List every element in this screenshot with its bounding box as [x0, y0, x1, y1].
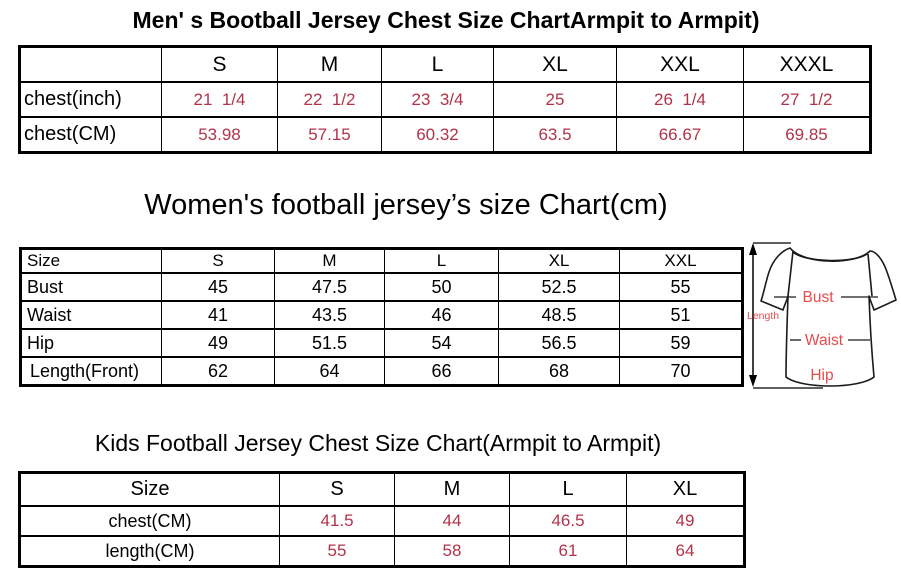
- value-cell: 51: [619, 300, 743, 330]
- value-cell: 23 3/4: [381, 81, 494, 118]
- kids-chart-title: Kids Football Jersey Chest Size Chart(Ar…: [94, 430, 662, 456]
- length-arrow: [749, 242, 823, 389]
- value-cell: 43.5: [274, 300, 385, 330]
- mens-chest-inch-row: chest(inch) 21 1/4 22 1/2 23 3/4 25 26 1…: [19, 81, 871, 118]
- womens-header-m: M: [274, 247, 385, 274]
- value-cell: 62: [161, 356, 275, 387]
- value-cell: 70: [619, 356, 743, 387]
- row-label: length(CM): [19, 535, 280, 568]
- kids-size-table: Size S M L XL chest(CM) 41.5 44 46.5 49 …: [18, 471, 746, 568]
- kids-header-m: M: [394, 471, 510, 507]
- value-cell: 47.5: [274, 272, 385, 302]
- row-label: chest(CM): [19, 505, 280, 537]
- mens-chart-title: Men' s Bootball Jersey Chest Size ChartA…: [132, 7, 760, 33]
- mens-chest-cm-row: chest(CM) 53.98 57.15 60.32 63.5 66.67 6…: [19, 116, 871, 154]
- value-cell: 64: [626, 535, 745, 568]
- bust-label: Bust: [802, 289, 834, 306]
- waist-label: Waist: [805, 332, 844, 349]
- value-cell: 51.5: [274, 328, 385, 358]
- value-cell: 46: [384, 300, 499, 330]
- womens-hip-row: Hip 49 51.5 54 56.5 59: [20, 328, 743, 358]
- value-cell: 52.5: [498, 272, 620, 302]
- row-label: Length(Front): [20, 356, 162, 387]
- value-cell: 69.85: [743, 116, 871, 154]
- value-cell: 55: [619, 272, 743, 302]
- mens-header-xxxl: XXXL: [743, 45, 871, 83]
- kids-header-l: L: [509, 471, 627, 507]
- mens-header-xl: XL: [493, 45, 617, 83]
- value-cell: 53.98: [161, 116, 278, 154]
- kids-header-row: Size S M L XL: [19, 471, 745, 507]
- womens-bust-row: Bust 45 47.5 50 52.5 55: [20, 272, 743, 302]
- value-cell: 68: [498, 356, 620, 387]
- value-cell: 54: [384, 328, 499, 358]
- value-cell: 56.5: [498, 328, 620, 358]
- mens-header-s: S: [161, 45, 278, 83]
- mens-header-empty: [19, 45, 162, 83]
- tshirt-measurement-diagram: Length Bust Waist Hip: [747, 242, 897, 389]
- value-cell: 41.5: [279, 505, 395, 537]
- value-cell: 27 1/2: [743, 81, 871, 118]
- value-cell: 44: [394, 505, 510, 537]
- womens-header-xl: XL: [498, 247, 620, 274]
- mens-size-table: S M L XL XXL XXXL chest(inch) 21 1/4 22 …: [18, 45, 872, 154]
- womens-size-table: Size S M L XL XXL Bust 45 47.5 50 52.5 5…: [19, 247, 744, 387]
- value-cell: 57.15: [277, 116, 382, 154]
- mens-header-row: S M L XL XXL XXXL: [19, 45, 871, 83]
- kids-chest-row: chest(CM) 41.5 44 46.5 49: [19, 505, 745, 537]
- value-cell: 50: [384, 272, 499, 302]
- measurement-lines: [774, 296, 878, 341]
- womens-header-l: L: [384, 247, 499, 274]
- value-cell: 21 1/4: [161, 81, 278, 118]
- value-cell: 64: [274, 356, 385, 387]
- row-label: Waist: [20, 300, 162, 330]
- womens-header-xxl: XXL: [619, 247, 743, 274]
- value-cell: 48.5: [498, 300, 620, 330]
- womens-header-size: Size: [20, 247, 162, 274]
- value-cell: 55: [279, 535, 395, 568]
- value-cell: 61: [509, 535, 627, 568]
- value-cell: 25: [493, 81, 617, 118]
- value-cell: 49: [161, 328, 275, 358]
- row-label: chest(CM): [19, 116, 162, 154]
- tshirt-outline-icon: [760, 247, 897, 387]
- row-label: Bust: [20, 272, 162, 302]
- mens-header-m: M: [277, 45, 382, 83]
- womens-waist-row: Waist 41 43.5 46 48.5 51: [20, 300, 743, 330]
- value-cell: 46.5: [509, 505, 627, 537]
- kids-length-row: length(CM) 55 58 61 64: [19, 535, 745, 568]
- womens-header-s: S: [161, 247, 275, 274]
- womens-length-row: Length(Front) 62 64 66 68 70: [20, 356, 743, 387]
- value-cell: 22 1/2: [277, 81, 382, 118]
- value-cell: 66: [384, 356, 499, 387]
- value-cell: 66.67: [616, 116, 744, 154]
- value-cell: 26 1/4: [616, 81, 744, 118]
- value-cell: 59: [619, 328, 743, 358]
- value-cell: 49: [626, 505, 745, 537]
- kids-header-s: S: [279, 471, 395, 507]
- value-cell: 58: [394, 535, 510, 568]
- value-cell: 60.32: [381, 116, 494, 154]
- mens-header-l: L: [381, 45, 494, 83]
- value-cell: 63.5: [493, 116, 617, 154]
- value-cell: 45: [161, 272, 275, 302]
- row-label: chest(inch): [19, 81, 162, 118]
- kids-header-size: Size: [19, 471, 280, 507]
- mens-header-xxl: XXL: [616, 45, 744, 83]
- womens-header-row: Size S M L XL XXL: [20, 247, 743, 274]
- length-label: Length: [747, 310, 779, 322]
- kids-header-xl: XL: [626, 471, 745, 507]
- hip-label: Hip: [810, 367, 833, 384]
- row-label: Hip: [20, 328, 162, 358]
- womens-chart-title: Women's football jersey’s size Chart(cm): [144, 189, 668, 221]
- value-cell: 41: [161, 300, 275, 330]
